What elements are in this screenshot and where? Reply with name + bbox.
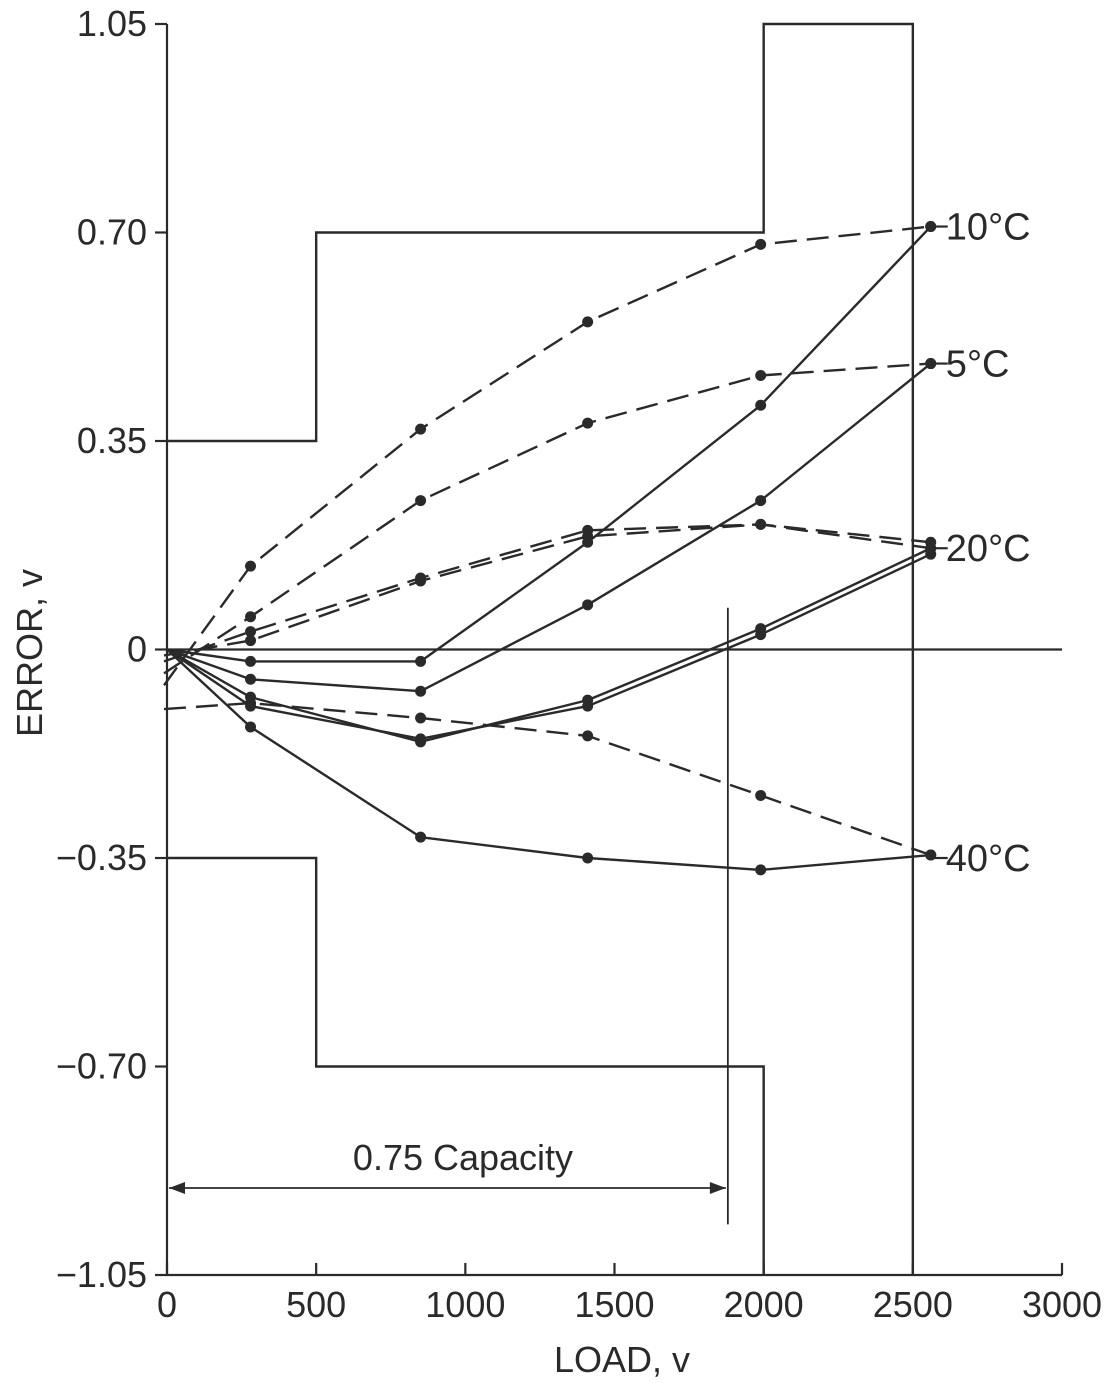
data-point [582, 536, 594, 548]
x-axis-title: LOAD, v [554, 1339, 690, 1380]
curve-label: 20°C [946, 528, 1031, 570]
series-line-9 [166, 553, 932, 741]
y-tick-label: −1.05 [56, 1254, 147, 1295]
data-point [415, 831, 427, 843]
y-tick-label: −0.70 [56, 1046, 147, 1087]
capacity-arrowhead-left [169, 1182, 185, 1194]
data-point [755, 629, 767, 641]
series-line-1 [163, 225, 931, 686]
data-point [925, 849, 937, 861]
data-point [415, 712, 427, 724]
tolerance-envelope [167, 22, 915, 1275]
x-tick-label: 3000 [1022, 1284, 1102, 1325]
capacity-marker [169, 607, 729, 1225]
series-line-4 [163, 523, 931, 657]
data-point [415, 733, 427, 745]
data-point [245, 655, 257, 667]
series-group [163, 221, 937, 876]
data-point [582, 599, 594, 611]
y-tick-label: 0.70 [77, 212, 147, 253]
data-point [755, 369, 767, 381]
data-point [245, 611, 257, 623]
series-line-2 [163, 362, 931, 675]
data-point [925, 221, 937, 233]
x-tick-label: 1500 [574, 1284, 654, 1325]
data-point [582, 852, 594, 864]
tolerance-lower-boundary [167, 856, 765, 1275]
data-point [755, 495, 767, 507]
tick-labels: 1.050.700.350−0.35−0.70−1.050 500 1000 1500… [56, 3, 1102, 1325]
x-tick-label: 500 [286, 1284, 346, 1325]
data-point [245, 700, 257, 712]
data-point [582, 316, 594, 328]
data-point [415, 495, 427, 507]
data-point [415, 575, 427, 587]
data-point [245, 721, 257, 733]
curve-label: 5°C [946, 344, 1010, 386]
data-point [245, 673, 257, 685]
data-point [245, 691, 257, 703]
capacity-annotation-text: 0.75 Capacity [353, 1137, 573, 1178]
x-tick-label: 2500 [873, 1284, 953, 1325]
series-line-7 [166, 362, 932, 693]
curve-label: 40°C [946, 838, 1031, 880]
data-point [755, 789, 767, 801]
x-tick-label: 0 [157, 1284, 177, 1325]
data-point [755, 238, 767, 250]
y-tick-label: 1.05 [77, 3, 147, 44]
data-point [245, 560, 257, 572]
y-tick-label: 0 [127, 629, 147, 670]
y-axis-title: ERROR, v [9, 569, 50, 737]
data-point [582, 700, 594, 712]
x-tick-label: 2000 [724, 1284, 804, 1325]
data-point [755, 864, 767, 876]
data-point [925, 548, 937, 560]
data-point [582, 417, 594, 429]
data-point [415, 423, 427, 435]
series-line-3 [163, 523, 931, 663]
data-point [755, 518, 767, 530]
y-tick-label: 0.35 [77, 420, 147, 461]
data-point [245, 635, 257, 647]
curve-label: 10°C [946, 207, 1031, 249]
data-point [925, 358, 937, 370]
series-line-8 [166, 547, 932, 744]
series-line-10 [166, 648, 931, 872]
x-tick-label: 1000 [425, 1284, 505, 1325]
series-line-6 [166, 225, 932, 663]
series-line-5 [163, 701, 932, 857]
data-point [582, 730, 594, 742]
curve-labels: 10°C 5°C 20°C 40°C [933, 207, 1031, 880]
tolerance-upper-boundary [167, 22, 915, 1275]
y-tick-label: −0.35 [56, 837, 147, 878]
data-point [755, 399, 767, 411]
data-point [415, 655, 427, 667]
data-point [415, 685, 427, 697]
data-point [245, 626, 257, 638]
capacity-arrowhead-right [709, 1182, 726, 1194]
